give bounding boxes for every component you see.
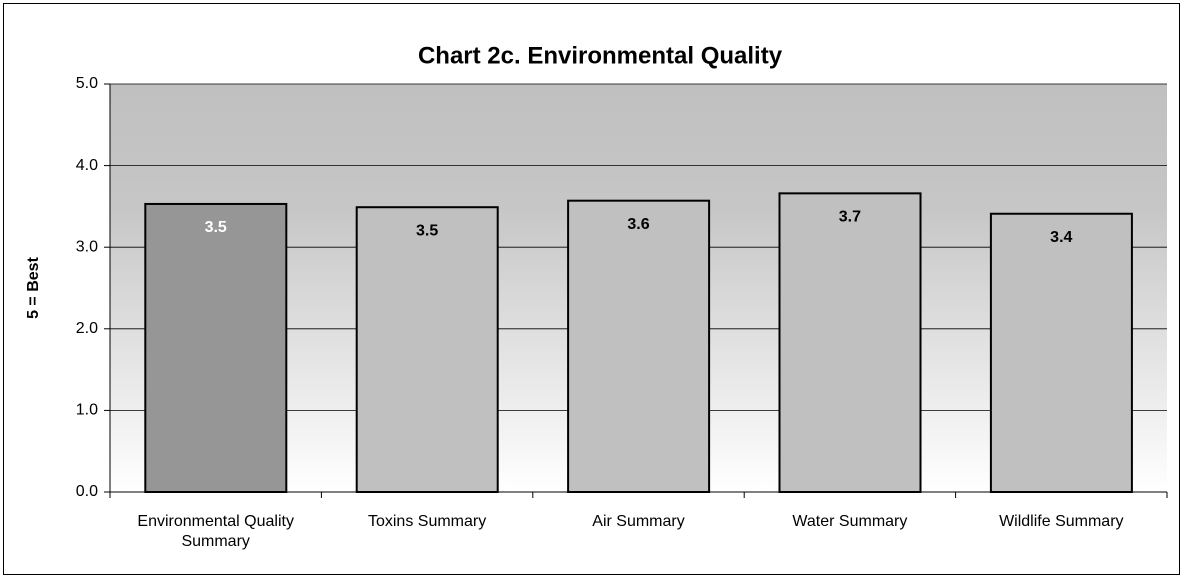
value-label: 3.5 (416, 222, 438, 239)
x-tick-label: Toxins Summary (367, 513, 487, 530)
y-tick-label: 1.0 (76, 402, 98, 419)
x-tick-label: Air Summary (592, 513, 685, 530)
y-tick-label: 2.0 (76, 320, 98, 337)
value-label: 3.6 (627, 216, 649, 233)
bar (778, 192, 922, 493)
y-tick-label: 5.0 (76, 75, 98, 92)
bar (144, 202, 288, 493)
value-label: 3.4 (1050, 229, 1072, 246)
bar (989, 212, 1133, 494)
y-axis-label: 5 = Best (25, 256, 42, 318)
y-tick-label: 0.0 (76, 483, 98, 500)
chart-frame (3, 3, 1180, 575)
value-label: 3.5 (205, 219, 227, 236)
x-tick-label: Wildlife Summary (999, 513, 1124, 530)
bar (567, 199, 711, 494)
x-tick-label: Water Summary (792, 513, 908, 530)
y-tick-label: 3.0 (76, 238, 98, 255)
value-label: 3.7 (839, 209, 861, 226)
bar (355, 206, 499, 493)
y-tick-label: 4.0 (76, 157, 98, 174)
x-tick-label: Environmental Quality Summary (137, 513, 294, 550)
chart-title: Chart 2c. Environmental Quality (418, 42, 783, 69)
